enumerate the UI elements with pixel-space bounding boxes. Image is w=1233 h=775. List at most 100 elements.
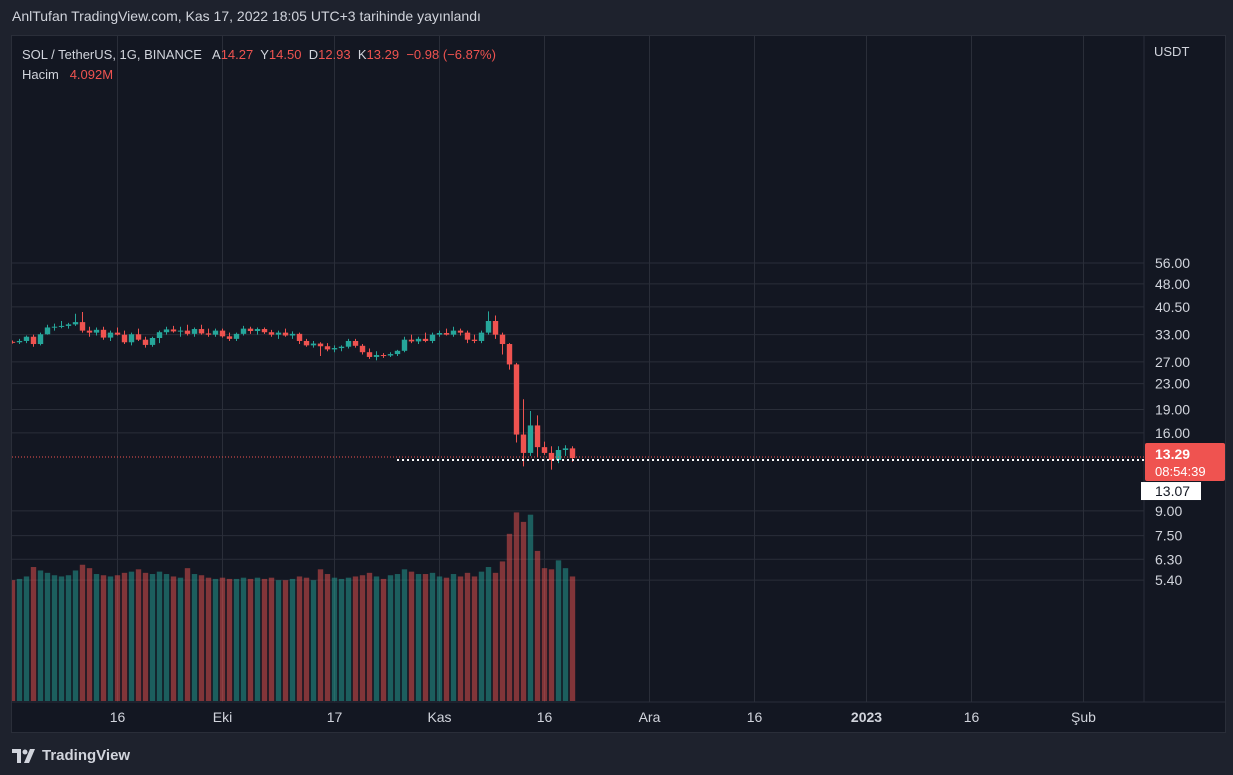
volume-bar <box>149 574 156 701</box>
volume-bar <box>317 569 324 701</box>
candle-body[interactable] <box>562 448 569 450</box>
candle-body[interactable] <box>149 337 156 345</box>
candle-body[interactable] <box>177 330 184 332</box>
candle-body[interactable] <box>44 327 51 335</box>
volume-bar <box>562 568 569 701</box>
candle-body[interactable] <box>345 340 352 347</box>
candle-body[interactable] <box>212 330 219 335</box>
candle-body[interactable] <box>387 354 394 356</box>
y-tick-label: 56.00 <box>1155 255 1190 271</box>
candle-body[interactable] <box>65 324 72 326</box>
candle-body[interactable] <box>303 340 310 346</box>
candle-body[interactable] <box>282 332 289 336</box>
candle-body[interactable] <box>135 334 142 340</box>
candle-body[interactable] <box>23 336 30 341</box>
candle-body[interactable] <box>142 339 149 345</box>
candle-body[interactable] <box>513 364 520 435</box>
candle-body[interactable] <box>373 355 380 357</box>
volume-bar <box>555 560 562 701</box>
candle-body[interactable] <box>205 333 212 335</box>
candle-body[interactable] <box>114 332 121 335</box>
candle-body[interactable] <box>464 332 471 340</box>
candle-body[interactable] <box>247 328 254 332</box>
candle-body[interactable] <box>79 322 86 331</box>
candle-body[interactable] <box>366 352 373 357</box>
candle-body[interactable] <box>527 425 534 453</box>
candle-body[interactable] <box>478 332 485 341</box>
candle-body[interactable] <box>254 329 261 332</box>
candle-body[interactable] <box>443 333 450 335</box>
candle-body[interactable] <box>471 339 478 341</box>
candle-body[interactable] <box>100 329 107 338</box>
candle-body[interactable] <box>450 330 457 335</box>
candle-body[interactable] <box>198 329 205 334</box>
candle-body[interactable] <box>569 448 576 459</box>
volume-bar <box>79 564 86 701</box>
candle-body[interactable] <box>352 340 359 346</box>
candle-body[interactable] <box>93 329 100 333</box>
chart-panel[interactable]: 56.00 48.00 40.50 33.00 27.00 23.00 19.00 16.00… <box>11 35 1226 733</box>
candle-body[interactable] <box>156 332 163 338</box>
candle-body[interactable] <box>289 333 296 336</box>
candle-body[interactable] <box>163 329 170 333</box>
candle-body[interactable] <box>394 350 401 355</box>
candle-body[interactable] <box>534 425 541 448</box>
candle-body[interactable] <box>121 334 128 343</box>
candle-body[interactable] <box>485 320 492 333</box>
candle-body[interactable] <box>548 452 555 460</box>
candle-body[interactable] <box>331 348 338 350</box>
candle-body[interactable] <box>492 320 499 335</box>
candle-body[interactable] <box>219 330 226 337</box>
volume-bar <box>23 576 30 701</box>
candle-body[interactable] <box>310 343 317 346</box>
candle-body[interactable] <box>359 345 366 353</box>
candle-body[interactable] <box>233 333 240 339</box>
candle-body[interactable] <box>436 333 443 335</box>
volume-bar <box>359 575 366 701</box>
tradingview-logo-icon <box>12 748 35 763</box>
candle-body[interactable] <box>30 336 37 345</box>
candle-body[interactable] <box>499 334 506 345</box>
candle-body[interactable] <box>541 447 548 453</box>
candle-body[interactable] <box>16 340 23 343</box>
footer-brand[interactable]: TradingView <box>12 747 130 764</box>
legend-symbol[interactable]: SOL / TetherUS, 1G, BINANCE <box>22 47 202 62</box>
candle-body[interactable] <box>86 330 93 333</box>
chart-legend: SOL / TetherUS, 1G, BINANCE A14.27 Y14.5… <box>22 45 496 85</box>
candle-body[interactable] <box>191 329 198 334</box>
candle-body[interactable] <box>520 434 527 453</box>
candle-body[interactable] <box>457 330 464 333</box>
candle-body[interactable] <box>338 346 345 349</box>
candle-body[interactable] <box>317 343 324 347</box>
candle-body[interactable] <box>408 339 415 342</box>
candle-body[interactable] <box>422 338 429 341</box>
candle-body[interactable] <box>415 338 422 342</box>
candle-body[interactable] <box>240 328 247 334</box>
candle-body[interactable] <box>268 332 275 335</box>
candle-body[interactable] <box>128 334 135 343</box>
candle-body[interactable] <box>506 344 513 365</box>
candle-body[interactable] <box>184 330 191 334</box>
candle-body[interactable] <box>72 322 79 325</box>
candle-body[interactable] <box>12 341 16 343</box>
candle-body[interactable] <box>107 332 114 338</box>
volume-bar <box>184 568 191 701</box>
volume-bar <box>107 576 114 701</box>
price-chart[interactable]: 56.00 48.00 40.50 33.00 27.00 23.00 19.00 16.00… <box>12 36 1225 732</box>
candle-body[interactable] <box>58 325 65 327</box>
candle-body[interactable] <box>429 334 436 341</box>
candle-body[interactable] <box>170 329 177 332</box>
candle-body[interactable] <box>555 449 562 460</box>
candle-body[interactable] <box>296 333 303 341</box>
candle-body[interactable] <box>324 346 331 350</box>
candle-body[interactable] <box>226 336 233 339</box>
volume-bar <box>135 569 142 701</box>
candle-body[interactable] <box>380 355 387 357</box>
volume-bar <box>457 576 464 701</box>
candle-body[interactable] <box>275 332 282 335</box>
candle-body[interactable] <box>51 326 58 328</box>
legend-volume-label[interactable]: Hacim <box>22 67 59 82</box>
candle-body[interactable] <box>401 339 408 351</box>
candle-body[interactable] <box>37 334 44 345</box>
candle-body[interactable] <box>261 329 268 333</box>
